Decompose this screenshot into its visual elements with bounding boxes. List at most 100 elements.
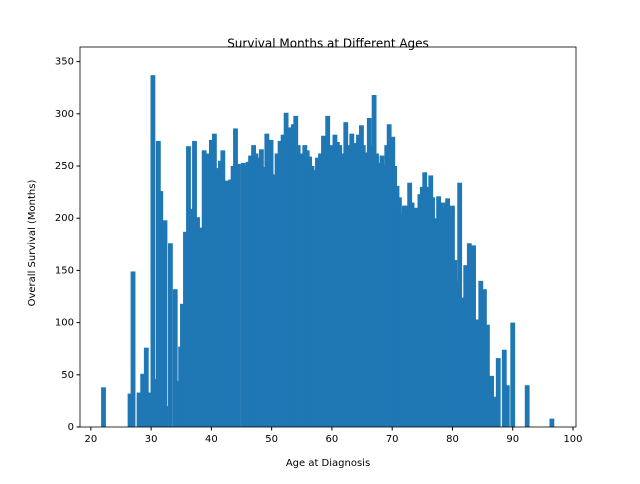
bar (460, 297, 466, 427)
bar (233, 128, 238, 427)
bar (258, 149, 264, 428)
bar (192, 140, 197, 427)
bar (186, 146, 191, 427)
y-tick-label: 150 (55, 265, 74, 276)
bar (277, 140, 283, 427)
bar (180, 303, 185, 427)
bar (101, 387, 106, 427)
bar (248, 155, 253, 428)
bar (422, 172, 428, 427)
bar (381, 164, 387, 427)
x-tick-label: 70 (386, 434, 399, 445)
x-tick-label: 40 (205, 434, 218, 445)
x-tick-label: 50 (265, 434, 278, 445)
y-axis-label: Overall Survival (Months) (27, 180, 38, 307)
chart-title: Survival Months at Different Ages (227, 37, 429, 51)
bar (397, 197, 402, 427)
bar (524, 385, 530, 427)
bar (369, 145, 375, 427)
bar (549, 418, 555, 427)
bar (492, 396, 498, 427)
bar (343, 122, 349, 428)
bar (481, 289, 487, 427)
axes-frame (79, 46, 577, 428)
bar (220, 150, 226, 427)
bar (172, 289, 178, 427)
x-axis-label: Age at Diagnosis (286, 458, 370, 469)
bar (315, 157, 320, 427)
y-tick-label: 50 (61, 370, 74, 381)
bar (414, 207, 420, 427)
bar (318, 153, 323, 427)
bar (510, 322, 516, 427)
y-tick-label: 350 (55, 57, 74, 68)
bar (457, 182, 463, 427)
bar (504, 385, 510, 427)
y-tick-label: 200 (55, 213, 74, 224)
bar (409, 202, 415, 427)
bar (183, 231, 188, 427)
bar (164, 406, 170, 427)
bar (236, 163, 241, 427)
bar (127, 393, 133, 427)
bar (360, 145, 366, 427)
bar (474, 319, 480, 427)
bar (501, 349, 507, 427)
bar (158, 191, 164, 427)
bar (454, 280, 460, 427)
bar (463, 265, 469, 427)
bar (146, 392, 152, 427)
bar (198, 227, 204, 427)
bar (321, 135, 326, 427)
bar (204, 153, 210, 427)
bar (150, 75, 156, 427)
bar (353, 143, 358, 428)
bar (374, 153, 379, 427)
bar (274, 153, 280, 427)
bar (140, 373, 146, 427)
x-tick-label: 30 (145, 434, 158, 445)
bar (208, 139, 214, 427)
bar (162, 220, 168, 427)
bar (332, 134, 338, 427)
x-tick-label: 90 (506, 434, 519, 445)
bar (484, 324, 490, 427)
bar (330, 147, 335, 427)
bar (211, 133, 217, 427)
bar (495, 358, 501, 427)
x-tick-label: 80 (446, 434, 459, 445)
bar (136, 392, 142, 427)
x-tick-label: 60 (326, 434, 339, 445)
bar (243, 166, 249, 427)
bar (189, 208, 194, 427)
bar (302, 145, 308, 427)
bar (293, 115, 299, 428)
bar (167, 243, 173, 427)
bar (386, 124, 392, 427)
bar (255, 157, 261, 427)
bar (425, 186, 431, 427)
bar (356, 134, 361, 427)
y-tick-label: 300 (55, 109, 74, 120)
bar (349, 133, 355, 427)
bar (201, 150, 207, 427)
bar (478, 280, 484, 427)
bar (403, 205, 409, 427)
bar (471, 245, 476, 427)
bar (130, 271, 136, 427)
bar (143, 347, 149, 427)
bar (311, 170, 317, 427)
bar (346, 145, 352, 427)
bar (283, 112, 289, 428)
bar (366, 117, 372, 427)
bar (489, 375, 495, 427)
bar (268, 139, 274, 427)
bar (224, 180, 230, 427)
y-tick-label: 250 (55, 161, 74, 172)
x-tick-label: 100 (563, 434, 582, 445)
bar (264, 133, 270, 427)
bar (280, 134, 286, 427)
bar (195, 217, 200, 427)
x-tick-label: 20 (84, 434, 97, 445)
